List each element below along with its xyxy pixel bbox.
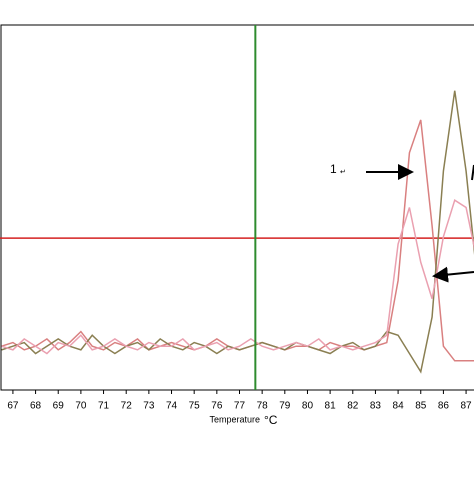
annotation-mark: ↵: [340, 169, 346, 176]
x-tick-label: 71: [98, 401, 110, 412]
x-tick-label: 82: [347, 401, 359, 412]
x-tick-label: 74: [166, 401, 178, 412]
x-tick-label: 81: [325, 401, 337, 412]
annotation: 1: [330, 162, 337, 176]
x-tick-label: 78: [257, 401, 269, 412]
x-axis-unit: °C: [264, 413, 278, 427]
x-tick-label: 83: [370, 401, 382, 412]
data-line: [1, 119, 474, 362]
plot-area: [0, 25, 474, 390]
x-tick-label: 70: [75, 401, 87, 412]
x-tick-label: 84: [393, 401, 405, 412]
x-tick-label: 75: [189, 401, 201, 412]
data-line: [1, 90, 474, 374]
x-tick-label: 87: [461, 401, 473, 412]
plot-frame: [0, 24, 474, 391]
x-tick-label: 79: [279, 401, 291, 412]
x-tick-label: 76: [211, 401, 223, 412]
arrow: [432, 266, 474, 283]
x-tick-label: 77: [234, 401, 246, 412]
x-tick-label: 68: [30, 401, 42, 412]
x-axis-label: Temperature: [209, 414, 260, 424]
x-tick-label: 72: [121, 401, 133, 412]
x-tick-label: 85: [415, 401, 427, 412]
data-line: [1, 199, 474, 355]
x-tick-label: 80: [302, 401, 314, 412]
x-tick-label: 73: [143, 401, 155, 412]
x-tick-label: 69: [53, 401, 65, 412]
x-tick-label: 86: [438, 401, 450, 412]
x-tick-label: 67: [7, 401, 19, 412]
